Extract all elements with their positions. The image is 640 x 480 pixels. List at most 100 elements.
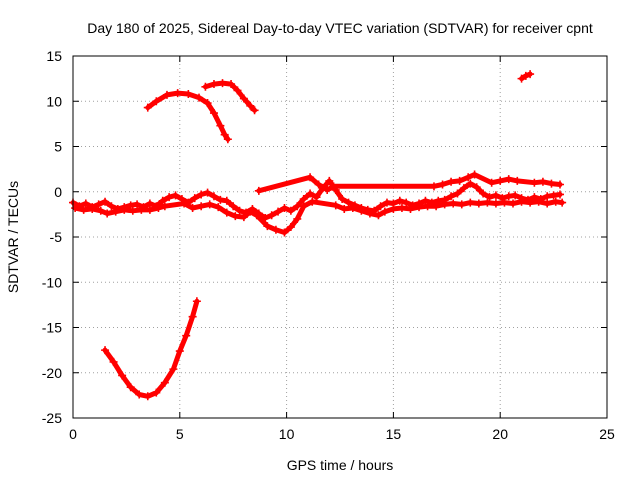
data-point [109, 357, 118, 366]
data-point [382, 198, 391, 207]
data-point [227, 80, 236, 89]
data-point [152, 97, 161, 106]
data-point [220, 130, 229, 139]
data-point [348, 204, 357, 213]
y-axis-label: SDTVAR / TECUs [5, 181, 21, 293]
data-point [397, 204, 406, 213]
data-point [365, 209, 374, 218]
data-point [252, 211, 261, 220]
data-point [160, 378, 169, 387]
data-point [154, 204, 163, 213]
data-point [556, 190, 565, 199]
data-point [329, 182, 338, 191]
data-point [402, 198, 411, 207]
data-point [160, 202, 169, 211]
data-point [547, 179, 556, 188]
data-point [135, 390, 144, 399]
data-point [432, 202, 441, 211]
data-point [107, 202, 116, 211]
data-point [218, 79, 227, 88]
data-point [94, 200, 103, 209]
data-point [457, 200, 466, 209]
data-point [239, 213, 248, 222]
data-point [357, 206, 366, 215]
data-point [173, 89, 182, 98]
data-point [231, 212, 240, 221]
series-arc-a [143, 89, 232, 144]
x-axis-label: GPS time / hours [287, 457, 394, 473]
y-tick-label: -20 [42, 365, 62, 381]
data-point [538, 177, 547, 186]
data-point [453, 189, 462, 198]
data-point [201, 82, 210, 91]
data-point [222, 196, 231, 205]
data-point [421, 196, 430, 205]
data-point [158, 196, 167, 205]
data-point [128, 206, 137, 215]
data-point [556, 180, 565, 189]
data-point [374, 211, 383, 220]
data-point [171, 191, 180, 200]
data-point [254, 186, 263, 195]
data-point [325, 176, 334, 185]
y-tick-label: -15 [42, 320, 62, 336]
data-point [526, 70, 535, 79]
data-point [483, 198, 492, 207]
data-point [306, 173, 315, 182]
data-point [205, 200, 214, 209]
data-point [274, 207, 283, 216]
y-tick-label: -25 [42, 410, 62, 426]
x-tick-label: 5 [176, 426, 184, 442]
data-point [466, 179, 475, 188]
data-point [517, 197, 526, 206]
data-point [338, 194, 347, 203]
data-point [395, 196, 404, 205]
data-point [549, 191, 558, 200]
data-point [543, 192, 552, 201]
data-point [299, 194, 308, 203]
data-point [280, 204, 289, 213]
x-tick-label: 15 [386, 426, 402, 442]
data-point [126, 383, 135, 392]
data-point [470, 170, 479, 179]
data-point [88, 204, 97, 213]
x-tick-label: 25 [599, 426, 615, 442]
data-point [472, 183, 481, 192]
data-point [487, 178, 496, 187]
data-point [526, 198, 535, 207]
data-point [165, 193, 174, 202]
data-point [286, 206, 295, 215]
data-point [180, 199, 189, 208]
data-point [509, 199, 518, 208]
data-point [534, 197, 543, 206]
data-point [214, 203, 223, 212]
data-point [466, 198, 475, 207]
data-point [543, 199, 552, 208]
data-point [71, 204, 80, 213]
data-point [162, 90, 171, 99]
chart-title: Day 180 of 2025, Sidereal Day-to-day VTE… [87, 20, 593, 36]
data-point [429, 182, 438, 191]
data-point [447, 192, 456, 201]
data-point [504, 192, 513, 201]
data-point [126, 201, 135, 210]
data-point [551, 197, 560, 206]
series-arc-c [517, 70, 535, 83]
data-point [314, 180, 323, 189]
data-point [344, 198, 353, 207]
plot-frame [72, 55, 608, 419]
data-point [246, 207, 255, 216]
data-point [271, 225, 280, 234]
data-point [133, 200, 142, 209]
x-tick-label: 0 [69, 426, 77, 442]
data-point [118, 371, 127, 380]
data-point [299, 202, 308, 211]
series-band-upper [254, 170, 565, 195]
data-point [246, 101, 255, 110]
data-point [455, 176, 464, 185]
data-point [137, 205, 146, 214]
data-point [323, 185, 332, 194]
x-tick-label: 10 [279, 426, 295, 442]
data-point [491, 199, 500, 208]
